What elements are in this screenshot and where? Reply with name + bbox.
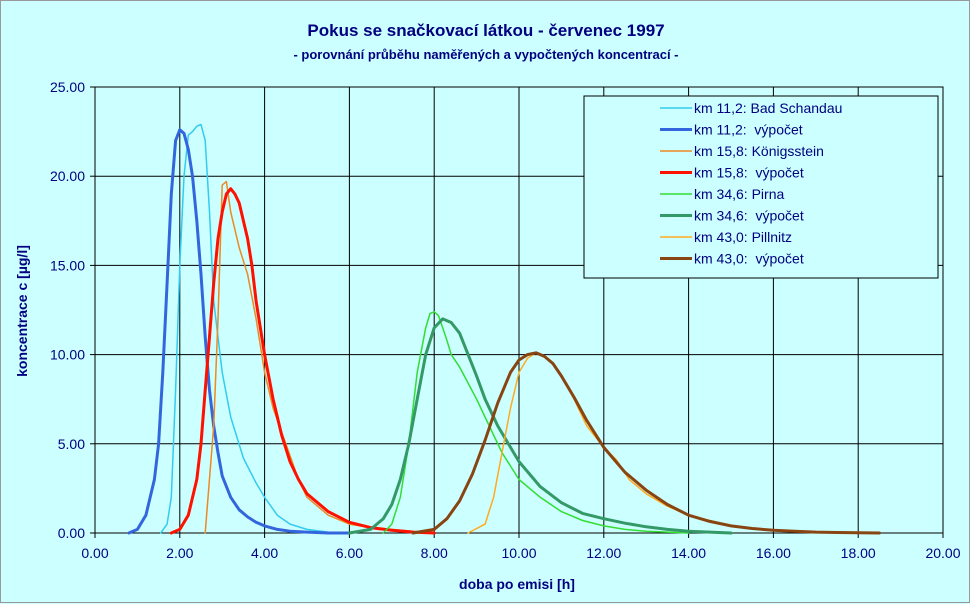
x-tick-label: 16.00	[756, 545, 791, 561]
y-axis-label: koncentrace c [µg/l]	[14, 245, 30, 377]
legend-entry-label: km 43,0: výpočet	[694, 251, 804, 267]
tick-layer: 0.00 2.00 4.00 6.00 8.00 10.00 12.00 14.00 16.00…	[50, 79, 961, 561]
x-tick-label: 8.00	[421, 545, 448, 561]
chart-title: Pokus se snačkovací látkou - červenec 19…	[307, 21, 665, 40]
x-tick-label: 20.00	[925, 545, 960, 561]
series-line-2	[127, 128, 351, 535]
x-tick-label: 12.00	[586, 545, 621, 561]
legend: km 11,2: Bad Schandau km 11,2: výpočet km …	[583, 95, 939, 279]
legend-entry-label: km 15,8: Königsstein	[694, 143, 824, 159]
legend-entry-label: km 11,2: Bad Schandau	[694, 100, 842, 116]
series-line-3	[204, 180, 414, 534]
x-tick-label: 14.00	[671, 545, 706, 561]
x-tick-label: 4.00	[251, 545, 278, 561]
series-line-4	[169, 187, 436, 535]
series-line-5	[382, 311, 690, 534]
x-tick-label: 6.00	[336, 545, 363, 561]
x-axis-label: doba po emisi [h]	[459, 576, 575, 592]
legend-entry-label: km 43,0: Pillnitz	[694, 229, 792, 245]
x-tick-label: 2.00	[166, 545, 193, 561]
y-tick-label: 10.00	[50, 347, 85, 363]
y-tick-label: 15.00	[50, 257, 85, 273]
x-tick-label: 10.00	[501, 545, 536, 561]
legend-box	[583, 95, 939, 279]
series-line-1	[159, 123, 329, 534]
x-tick-label: 18.00	[841, 545, 876, 561]
legend-entry-label: km 34,6: výpočet	[694, 208, 804, 224]
y-tick-label: 25.00	[50, 79, 85, 95]
series-layer	[127, 123, 881, 535]
y-tick-label: 0.00	[58, 525, 85, 541]
y-tick-label: 5.00	[58, 436, 85, 452]
legend-entry-label: km 15,8: výpočet	[694, 165, 804, 181]
legend-entry-label: km 11,2: výpočet	[694, 122, 803, 138]
x-tick-label: 0.00	[81, 545, 108, 561]
series-line-8	[411, 351, 881, 535]
y-tick-label: 20.00	[50, 168, 85, 184]
legend-entry-label: km 34,6: Pirna	[694, 186, 784, 202]
chart-subtitle: - porovnání průběhu naměřených a vypočte…	[293, 47, 679, 62]
series-line-6	[347, 317, 733, 535]
